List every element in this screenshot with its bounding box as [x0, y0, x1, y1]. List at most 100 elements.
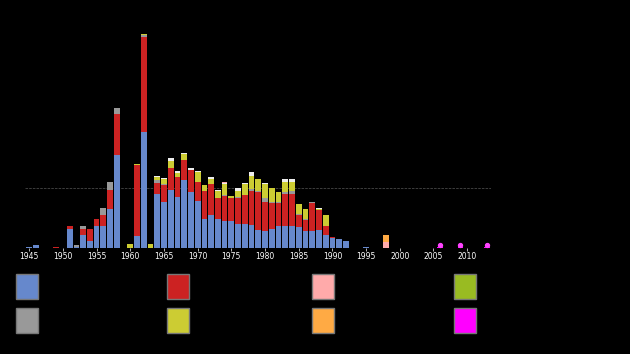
Bar — [323, 226, 328, 235]
Bar — [161, 179, 167, 184]
Bar — [262, 231, 268, 248]
Bar — [249, 172, 255, 176]
Bar — [235, 188, 241, 191]
Bar — [101, 226, 106, 248]
Bar — [222, 196, 227, 221]
Bar — [323, 215, 328, 226]
Bar — [188, 170, 194, 193]
Bar — [209, 177, 214, 179]
Bar — [168, 169, 174, 190]
Bar — [296, 205, 302, 214]
Bar — [168, 190, 174, 248]
Bar — [222, 183, 227, 184]
Bar — [161, 202, 167, 248]
Bar — [229, 221, 234, 248]
Bar — [249, 176, 255, 189]
Bar — [134, 236, 140, 248]
Bar — [195, 171, 200, 172]
Bar — [309, 231, 315, 248]
Bar — [269, 203, 275, 229]
Bar — [229, 196, 234, 199]
Bar — [222, 221, 227, 248]
Bar — [114, 114, 120, 155]
Bar — [94, 226, 100, 248]
Bar — [154, 194, 160, 248]
Bar — [101, 215, 106, 226]
Bar — [26, 247, 32, 248]
Bar — [262, 199, 268, 202]
Bar — [329, 238, 335, 248]
Bar — [74, 245, 79, 247]
Bar — [202, 219, 207, 248]
Bar — [222, 182, 227, 183]
Bar — [302, 209, 308, 219]
Bar — [437, 247, 443, 248]
Bar — [114, 155, 120, 248]
Bar — [141, 37, 147, 132]
Bar — [80, 229, 86, 235]
Bar — [457, 247, 463, 248]
Point — [483, 242, 493, 248]
Bar — [255, 193, 261, 230]
Bar — [302, 219, 308, 220]
Bar — [175, 177, 180, 197]
Bar — [249, 191, 255, 225]
Bar — [107, 182, 113, 190]
Bar — [161, 178, 167, 179]
Bar — [87, 229, 93, 241]
Bar — [67, 229, 72, 248]
Bar — [262, 183, 268, 184]
Bar — [175, 171, 180, 173]
Bar — [262, 184, 268, 199]
Bar — [215, 191, 220, 199]
Bar — [255, 179, 261, 191]
Bar — [195, 201, 200, 248]
Bar — [87, 241, 93, 248]
Bar — [161, 184, 167, 185]
Bar — [54, 247, 59, 248]
Bar — [276, 203, 282, 226]
Bar — [289, 194, 295, 226]
Bar — [67, 226, 72, 229]
Bar — [181, 153, 187, 154]
Bar — [127, 244, 133, 248]
Bar — [242, 184, 248, 195]
Bar — [202, 185, 207, 191]
Bar — [107, 209, 113, 248]
Bar — [309, 203, 315, 231]
Bar — [384, 242, 389, 248]
Bar — [276, 226, 282, 248]
Bar — [134, 165, 140, 236]
Bar — [316, 230, 322, 248]
Bar — [302, 220, 308, 231]
Bar — [276, 202, 282, 203]
Bar — [289, 179, 295, 182]
Bar — [343, 241, 349, 248]
Bar — [141, 34, 147, 35]
Bar — [289, 182, 295, 191]
Bar — [316, 211, 322, 230]
Bar — [282, 179, 288, 182]
Bar — [289, 191, 295, 194]
Bar — [195, 172, 200, 182]
Bar — [175, 197, 180, 248]
Bar — [215, 190, 220, 191]
Bar — [215, 199, 220, 219]
Bar — [309, 202, 315, 203]
Bar — [282, 194, 288, 226]
Bar — [289, 226, 295, 248]
Bar — [154, 181, 160, 183]
Bar — [235, 199, 241, 224]
Bar — [323, 235, 328, 248]
Bar — [161, 185, 167, 202]
Bar — [282, 226, 288, 248]
Bar — [33, 245, 39, 248]
Bar — [80, 235, 86, 248]
Bar — [276, 193, 282, 202]
Bar — [154, 176, 160, 177]
Bar — [269, 188, 275, 202]
Bar — [114, 108, 120, 114]
Bar — [94, 219, 100, 226]
Bar — [141, 35, 147, 37]
Point — [455, 242, 466, 248]
